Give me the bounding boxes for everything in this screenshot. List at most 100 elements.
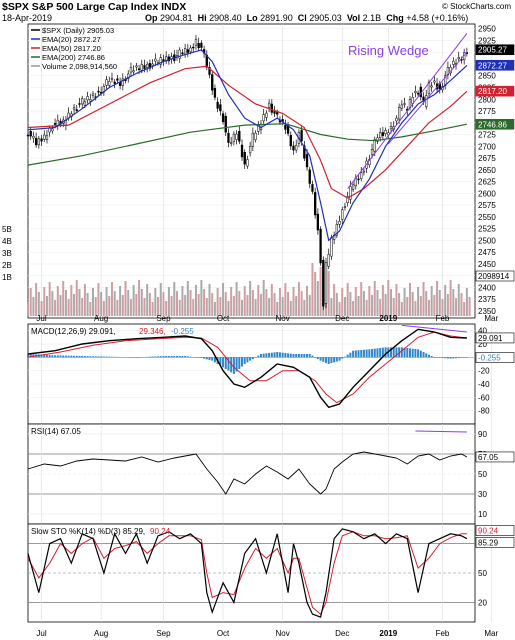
volume-bar xyxy=(446,294,449,316)
volume-bar xyxy=(62,281,65,316)
macd-histogram-bar xyxy=(381,347,384,358)
candle-body xyxy=(308,169,311,184)
price-tick-label: 2575 xyxy=(478,201,496,210)
candle-body xyxy=(146,63,149,68)
macd-histogram-bar xyxy=(436,357,439,358)
price-tick-label: 2700 xyxy=(478,142,496,151)
credit-label: © StockCharts.com xyxy=(441,2,511,11)
candle-body xyxy=(319,228,322,264)
macd-histogram-bar xyxy=(89,356,92,358)
candle-body xyxy=(197,43,200,49)
candle-body xyxy=(322,259,325,307)
macd-histogram-bar xyxy=(211,357,214,361)
volume-bar xyxy=(316,281,319,316)
macd-histogram-bar xyxy=(362,349,365,358)
x-axis-label-top: Feb xyxy=(436,314,450,323)
macd-histogram-bar xyxy=(186,356,189,358)
volume-bar xyxy=(200,280,203,316)
volume-bar xyxy=(300,291,303,316)
candle-body xyxy=(48,127,51,133)
macd-histogram-bar xyxy=(349,352,352,358)
macd-histogram-bar xyxy=(102,356,105,358)
candle-body xyxy=(105,79,108,86)
candle-body xyxy=(265,112,268,118)
macd-histogram-bar xyxy=(411,348,414,358)
x-axis-label-top: Dec xyxy=(335,314,349,323)
macd-histogram-bar xyxy=(189,356,192,358)
candle-body xyxy=(81,98,84,105)
macd-histogram-bar xyxy=(365,349,368,358)
candle-body xyxy=(32,136,35,139)
candle-body xyxy=(457,57,460,60)
rsi-tick-label: 50 xyxy=(478,470,487,479)
candle-body xyxy=(305,154,309,168)
volume-bar xyxy=(460,293,463,316)
macd-histogram-bar xyxy=(127,357,130,358)
chart-title: $SPX S&P 500 Large Cap Index INDX xyxy=(2,1,187,13)
price-tag-box xyxy=(475,44,515,56)
volume-bar xyxy=(411,292,414,316)
candle-body xyxy=(148,63,152,69)
x-axis-label-bottom: Aug xyxy=(94,629,108,638)
candle-body xyxy=(403,103,406,105)
macd-histogram-bar xyxy=(148,356,151,358)
chart-date: 18-Apr-2019 xyxy=(2,13,53,23)
macd-histogram-bar xyxy=(284,353,287,358)
macd-tag: 29.091 xyxy=(478,334,503,343)
volume-bar xyxy=(452,289,455,316)
x-axis-label-bottom: Dec xyxy=(335,629,349,638)
volume-bar xyxy=(292,287,295,316)
candle-body xyxy=(216,101,219,109)
volume-bar xyxy=(251,290,254,316)
volume-bar xyxy=(365,300,368,316)
wedge-lower-line xyxy=(387,51,468,145)
legend-entry: EMA(200) 2746.86 xyxy=(42,53,105,62)
volume-bar xyxy=(178,300,181,316)
price-tag-box xyxy=(475,85,515,97)
macd-histogram-bar xyxy=(268,353,271,358)
volume-bar xyxy=(241,300,244,316)
x-axis-label-bottom: Nov xyxy=(276,629,290,638)
x-axis-label-bottom: Jul xyxy=(36,629,46,638)
macd-histogram-bar xyxy=(390,347,393,358)
volume-bar xyxy=(425,291,428,316)
volume-bar xyxy=(265,289,268,316)
candle-body xyxy=(284,125,287,130)
candle-body xyxy=(292,145,295,151)
macd-histogram-bar xyxy=(341,357,344,359)
macd-histogram-bar xyxy=(357,350,360,358)
macd-histogram-bar xyxy=(48,355,51,358)
macd-histogram-bar xyxy=(311,355,314,358)
macd-histogram-bar xyxy=(384,347,387,358)
macd-histogram-bar xyxy=(452,357,455,359)
volume-bar xyxy=(181,286,184,316)
x-axis-label-bottom: Mar xyxy=(484,629,498,638)
price-tick-label: 2375 xyxy=(478,295,496,304)
macd-tick-label: -80 xyxy=(478,407,490,416)
price-tick-label: 2775 xyxy=(478,107,496,116)
macd-histogram-bar xyxy=(446,357,449,359)
macd-histogram-bar xyxy=(173,356,176,358)
macd-histogram-bar xyxy=(422,352,425,358)
macd-histogram-bar xyxy=(238,357,241,369)
volume-bar xyxy=(438,290,441,316)
volume-bar xyxy=(70,285,73,316)
volume-bar xyxy=(387,280,390,316)
volume-bar xyxy=(311,263,314,316)
volume-bar xyxy=(295,296,298,316)
x-axis-label-bottom: 2019 xyxy=(379,629,397,638)
macd-histogram-bar xyxy=(213,357,216,363)
candle-body xyxy=(72,107,76,110)
macd-divergence-line xyxy=(401,324,467,333)
volume-bar xyxy=(392,298,395,316)
volume-bar xyxy=(135,294,138,316)
volume-bar xyxy=(94,297,97,316)
volume-bar xyxy=(43,287,46,316)
macd-histogram-bar xyxy=(322,357,325,362)
macd-signal-label: 29.346, xyxy=(139,327,166,336)
macd-histogram-bar xyxy=(222,357,225,368)
rsi-tick-label: 30 xyxy=(478,490,487,499)
candle-body xyxy=(276,112,279,115)
volume-bar xyxy=(143,298,146,316)
candle-body xyxy=(189,47,192,52)
